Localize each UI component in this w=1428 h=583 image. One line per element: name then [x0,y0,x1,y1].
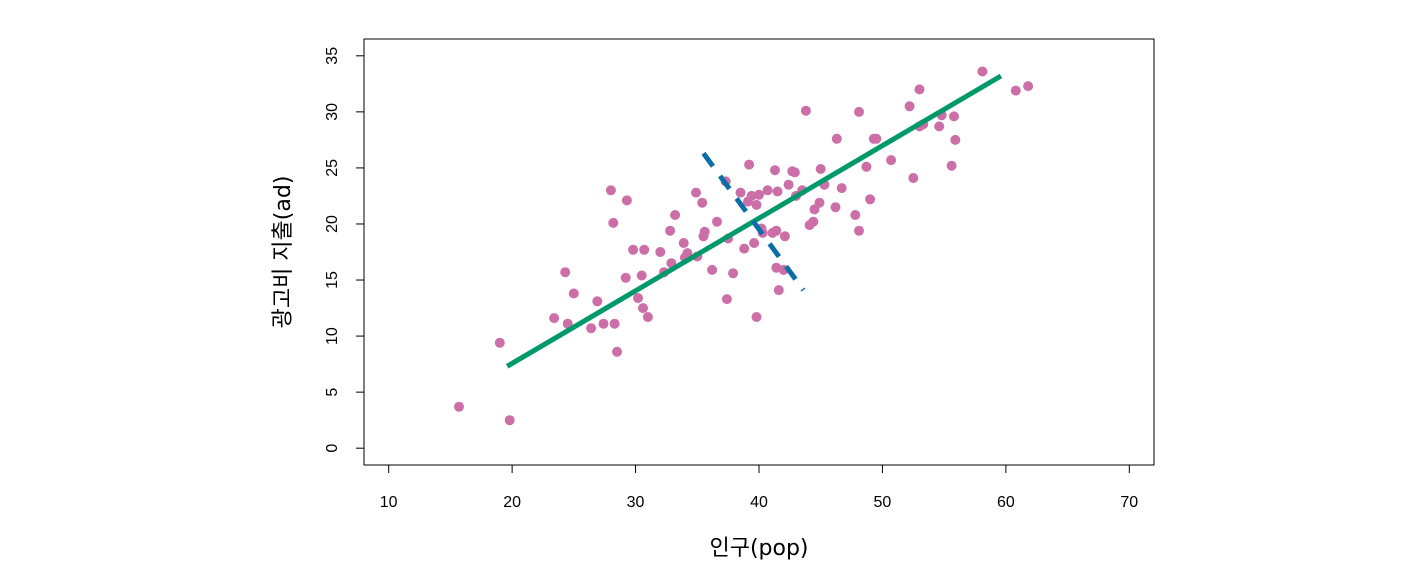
x-tick-label-70: 70 [1120,494,1138,511]
data-point-94 [977,66,988,77]
data-point-82 [871,133,882,144]
data-point-79 [861,161,872,172]
data-point-61 [783,179,794,190]
data-point-26 [670,210,681,220]
data-point-24 [665,225,676,236]
data-point-36 [712,216,722,227]
x-axis-title: 인구(pop) [709,536,808,561]
y-tick-label-5: 5 [324,388,341,397]
data-point-48 [751,312,762,322]
data-point-70 [814,197,825,208]
y-axis-title: 광고비 지출(ad) [271,176,296,329]
y-axis: 0 5 10 15 20 25 30 35 [324,47,365,453]
data-point-52 [762,185,773,196]
x-tick-label-30: 30 [627,494,645,511]
x-tick-label-60: 60 [997,494,1015,511]
data-point-45 [746,190,757,201]
data-point-95 [1010,85,1021,96]
data-point-4 [560,267,571,278]
data-point-32 [697,197,708,208]
data-point-63 [789,167,800,178]
data-point-11 [608,217,619,228]
data-point-89 [934,121,945,132]
data-point-14 [620,272,631,283]
x-tick-label-10: 10 [380,494,398,511]
data-point-93 [950,134,961,145]
y-tick-label-0: 0 [324,444,341,453]
data-point-41 [735,187,746,198]
data-point-5 [562,318,573,329]
data-point-0 [454,401,464,412]
data-point-18 [636,270,647,281]
data-point-29 [682,248,693,259]
data-point-71 [815,164,826,174]
data-point-13 [612,346,622,357]
data-point-19 [638,303,648,314]
data-point-10 [605,185,616,196]
data-point-16 [628,244,639,255]
dashed-line [701,151,806,292]
data-point-77 [854,106,864,117]
fit-lines [505,73,1003,369]
x-axis: 10 20 30 40 50 60 70 [380,464,1138,511]
data-points [454,66,1034,426]
data-point-46 [749,238,760,248]
data-point-22 [655,247,666,257]
data-point-15 [621,195,632,206]
data-point-9 [598,318,609,329]
data-point-42 [739,243,750,254]
data-point-78 [854,225,864,236]
data-point-35 [707,264,718,275]
y-tick-label-35: 35 [324,47,341,65]
data-point-83 [886,155,897,166]
data-point-12 [609,318,620,329]
data-point-96 [1023,81,1034,92]
data-point-56 [771,225,782,236]
data-point-80 [865,194,876,205]
y-tick-label-20: 20 [324,215,341,233]
data-point-66 [800,105,811,116]
data-point-75 [836,183,847,194]
data-point-40 [728,268,739,279]
data-point-2 [494,337,505,348]
data-point-21 [642,312,653,322]
data-point-17 [633,293,643,303]
data-point-54 [770,165,780,176]
data-point-74 [831,133,842,144]
data-point-8 [592,296,603,307]
data-point-30 [691,187,701,198]
data-point-68 [808,216,819,227]
data-point-76 [850,210,861,220]
data-point-6 [568,288,579,299]
data-point-49 [754,189,764,200]
plot-frame [363,38,1155,466]
data-point-3 [549,313,560,324]
data-point-20 [639,244,650,255]
data-point-58 [773,285,784,296]
data-point-47 [751,199,762,210]
y-tick-label-25: 25 [324,159,341,177]
data-point-73 [830,202,841,213]
data-point-60 [779,231,790,242]
data-point-84 [904,101,915,112]
y-tick-label-10: 10 [324,327,341,345]
x-tick-label-50: 50 [874,494,892,511]
data-point-7 [586,323,597,334]
y-tick-label-30: 30 [324,103,341,121]
data-point-85 [908,173,919,183]
data-point-37 [721,294,732,305]
data-point-1 [504,415,515,426]
x-tick-label-40: 40 [750,494,768,511]
data-point-34 [699,226,710,237]
data-point-91 [946,160,957,171]
x-tick-label-20: 20 [503,494,521,511]
data-point-92 [949,111,959,122]
data-point-57 [772,186,783,197]
data-point-44 [744,159,755,170]
data-point-27 [678,238,689,248]
y-tick-label-15: 15 [324,271,341,289]
data-point-86 [914,84,925,95]
